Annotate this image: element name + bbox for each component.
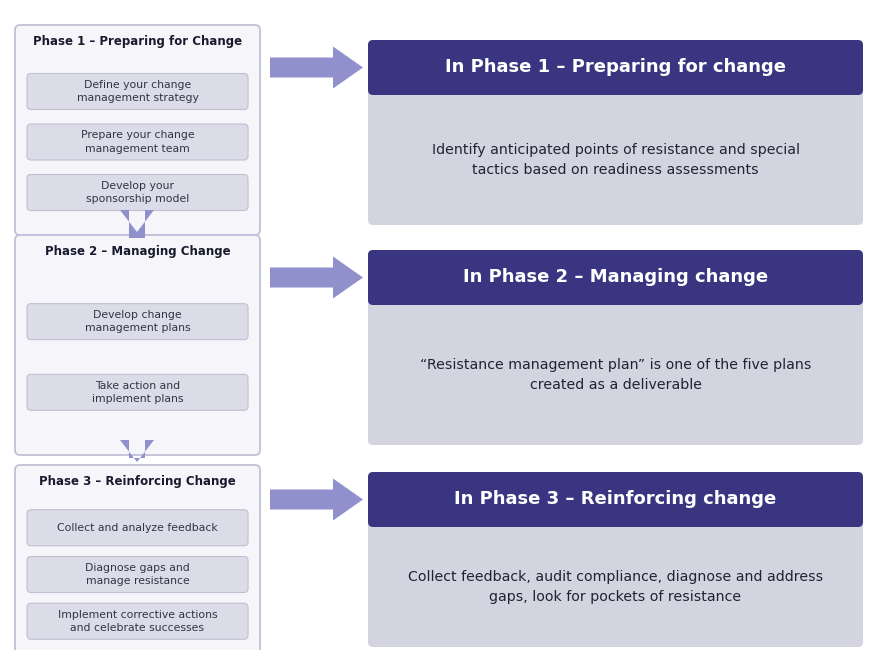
Text: Identify anticipated points of resistance and special
tactics based on readiness: Identify anticipated points of resistanc… [431, 143, 800, 177]
Text: Phase 2 – Managing Change: Phase 2 – Managing Change [45, 246, 231, 259]
FancyBboxPatch shape [368, 250, 863, 445]
Polygon shape [270, 47, 363, 88]
Text: Phase 1 – Preparing for Change: Phase 1 – Preparing for Change [33, 36, 242, 49]
FancyBboxPatch shape [368, 472, 863, 647]
Polygon shape [120, 210, 154, 238]
FancyBboxPatch shape [27, 124, 248, 160]
FancyBboxPatch shape [368, 40, 863, 225]
FancyBboxPatch shape [368, 40, 863, 95]
Text: Implement corrective actions
and celebrate successes: Implement corrective actions and celebra… [58, 610, 217, 633]
Text: Collect feedback, audit compliance, diagnose and address
gaps, look for pockets : Collect feedback, audit compliance, diag… [408, 570, 823, 604]
FancyBboxPatch shape [27, 510, 248, 546]
Text: Develop your
sponsorship model: Develop your sponsorship model [86, 181, 189, 204]
Polygon shape [270, 478, 363, 521]
FancyBboxPatch shape [368, 250, 863, 305]
Polygon shape [270, 257, 363, 298]
FancyBboxPatch shape [15, 235, 260, 455]
FancyBboxPatch shape [27, 374, 248, 410]
Text: Take action and
implement plans: Take action and implement plans [92, 381, 183, 404]
FancyBboxPatch shape [27, 73, 248, 109]
FancyBboxPatch shape [27, 304, 248, 340]
Text: In Phase 3 – Reinforcing change: In Phase 3 – Reinforcing change [454, 491, 777, 508]
Text: Prepare your change
management team: Prepare your change management team [81, 131, 194, 153]
FancyBboxPatch shape [15, 25, 260, 235]
Polygon shape [120, 440, 154, 462]
FancyBboxPatch shape [15, 465, 260, 650]
Text: Phase 3 – Reinforcing Change: Phase 3 – Reinforcing Change [39, 476, 236, 489]
Text: Diagnose gaps and
manage resistance: Diagnose gaps and manage resistance [85, 563, 190, 586]
Text: Define your change
management strategy: Define your change management strategy [77, 80, 198, 103]
Text: “Resistance management plan” is one of the five plans
created as a deliverable: “Resistance management plan” is one of t… [420, 358, 811, 392]
FancyBboxPatch shape [27, 556, 248, 593]
Text: Collect and analyze feedback: Collect and analyze feedback [57, 523, 218, 533]
Text: Develop change
management plans: Develop change management plans [84, 310, 190, 333]
FancyBboxPatch shape [27, 174, 248, 211]
Text: In Phase 2 – Managing change: In Phase 2 – Managing change [463, 268, 768, 287]
FancyBboxPatch shape [27, 603, 248, 639]
FancyBboxPatch shape [368, 472, 863, 527]
Text: In Phase 1 – Preparing for change: In Phase 1 – Preparing for change [445, 58, 786, 77]
